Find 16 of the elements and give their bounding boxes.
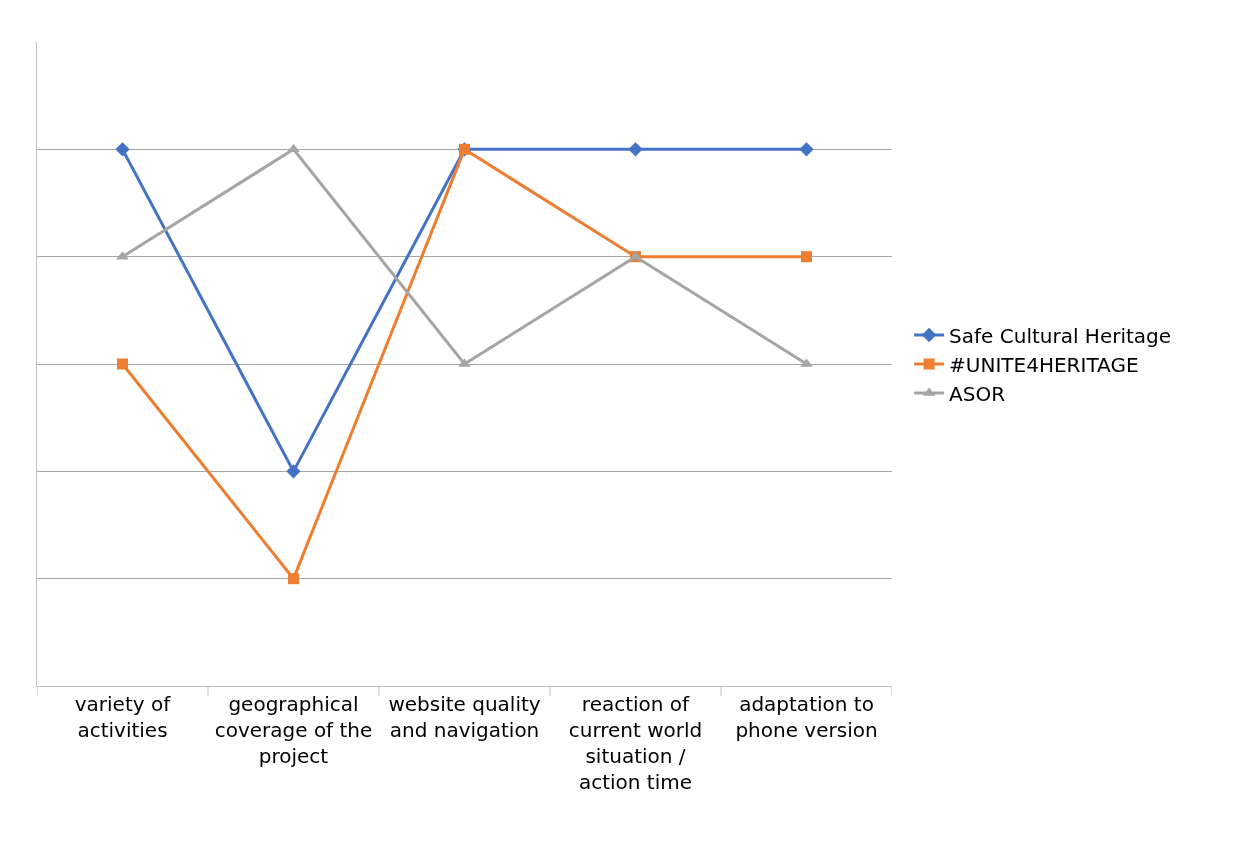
- point: [117, 358, 128, 370]
- x-tick-label: adaptation to phone version: [735, 692, 878, 742]
- point: [286, 464, 301, 479]
- legend-label: ASOR: [949, 381, 1006, 406]
- x-tick-label: reaction of current world situation / action time: [568, 692, 703, 794]
- legend-label: #UNITE4HERITAGE: [949, 352, 1139, 377]
- x-tick-label: website quality and navigation: [388, 692, 541, 742]
- point: [115, 142, 130, 157]
- x-tick-label: geographical coverage of the project: [214, 692, 373, 768]
- legend-label: Safe Cultural Heritage: [949, 323, 1172, 348]
- point: [801, 251, 812, 263]
- point: [288, 573, 299, 585]
- point: [628, 142, 643, 157]
- point: [287, 143, 300, 153]
- point: [799, 142, 814, 157]
- x-tick-label: variety of activities: [74, 692, 172, 742]
